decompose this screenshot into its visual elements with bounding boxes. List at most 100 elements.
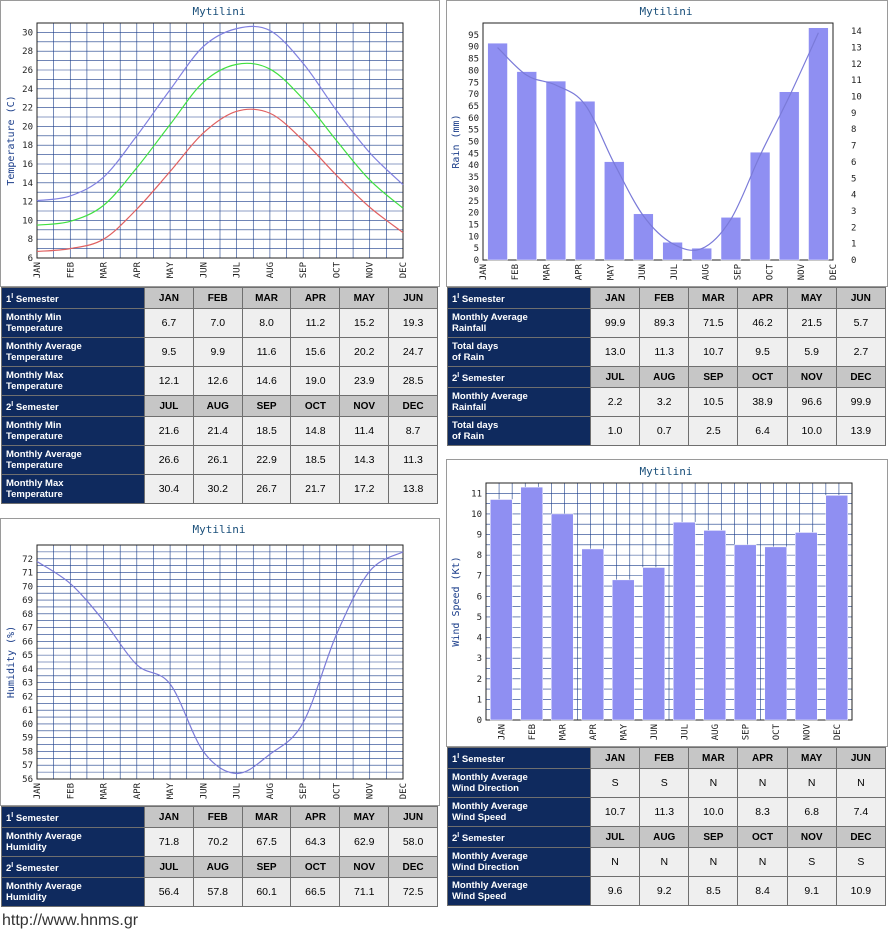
x-tick-label: SEP [734, 263, 744, 280]
table-cell: 58.0 [388, 827, 438, 857]
y-tick-label: 6 [28, 254, 33, 264]
month-header: APR [737, 287, 788, 309]
table-cell: 9.5 [144, 337, 194, 367]
y-tick-label: 68 [22, 610, 33, 620]
table-cell: N [589, 847, 641, 877]
semester-header-row: 1I Semester JAN FEB MAR APR MAY JUN [447, 747, 887, 769]
table-cell: 10.7 [589, 797, 641, 827]
chart-title: Mytilini [640, 465, 693, 478]
y-tick-label: 65 [22, 651, 33, 661]
row-label-line2: Temperature [6, 381, 63, 392]
bar [490, 499, 513, 721]
table-cell: 10.9 [835, 876, 887, 906]
y-tick-label: 85 [468, 55, 479, 65]
series-line-max [36, 25, 404, 202]
table-cell: 10.0 [688, 797, 739, 827]
row-label-line1: Monthly Average [6, 449, 82, 460]
y-tick-label: 6 [477, 592, 482, 602]
y-tick-label: 20 [22, 122, 33, 132]
row-label-line2: Wind Speed [452, 812, 507, 823]
month-header: SEP [688, 366, 739, 388]
x-tick-label: JUN [199, 262, 209, 278]
table-cell: 19.3 [388, 308, 438, 338]
row-label: Monthly Average Temperature [1, 445, 145, 475]
row-label-line2: Temperature [6, 323, 63, 334]
x-tick-label: SEP [299, 261, 309, 278]
y-tick-label: 30 [468, 185, 479, 195]
semester-label: 1I Semester [1, 287, 145, 309]
semester-number: 2 [6, 402, 12, 414]
bar [642, 567, 665, 721]
y2-tick-label: 4 [851, 191, 856, 201]
month-header: MAR [688, 287, 739, 309]
y-tick-label: 10 [471, 510, 482, 520]
row-label-line1: Monthly Average [452, 312, 528, 323]
y-tick-label: 7 [477, 572, 482, 582]
month-header: OCT [737, 366, 788, 388]
table-cell: 1.0 [589, 416, 641, 446]
y-axis-label: Wind Speed (Kt) [451, 556, 462, 646]
x-tick-label: DEC [833, 724, 843, 740]
y2-tick-label: 13 [851, 44, 862, 54]
semester-label: 1I Semester [447, 747, 591, 769]
month-header: MAR [241, 806, 292, 828]
x-tick-label: FEB [66, 262, 76, 278]
y-axis-label: Temperature (C) [6, 95, 17, 185]
footer-url[interactable]: http://www.hnms.gr [2, 912, 139, 929]
month-header: NOV [786, 826, 837, 848]
table-row: Monthly Average Humidity 56.4 57.8 60.1 66.5 7… [1, 877, 438, 907]
bar [673, 521, 696, 721]
semester-label: 2I Semester [1, 395, 145, 417]
month-header: OCT [737, 826, 788, 848]
row-label: Monthly Average Wind Speed [447, 797, 591, 827]
y-tick-label: 75 [468, 78, 479, 88]
semester-superscript: I [11, 811, 14, 819]
table-cell: 22.9 [241, 445, 292, 475]
x-tick-label: MAY [606, 263, 616, 280]
table-cell: 10.5 [688, 387, 739, 417]
semester-number: 2 [452, 373, 458, 385]
table-cell: 5.7 [835, 308, 887, 338]
month-header: NOV [786, 366, 837, 388]
month-header: DEC [835, 366, 887, 388]
humidity-chart-panel: Mytilini 56 57 58 59 60 61 62 63 64 65 66 67 68 69 70 71… [0, 518, 440, 806]
y-tick-label: 2 [477, 675, 482, 685]
row-label-line1: Monthly Average [452, 772, 528, 783]
x-tick-label: OCT [765, 263, 775, 280]
month-header: JUN [835, 287, 887, 309]
table-cell: 14.6 [241, 366, 292, 396]
row-label: Total days of Rain [447, 337, 591, 367]
y-tick-label: 4 [477, 634, 482, 644]
y2-tick-label: 14 [851, 27, 862, 37]
semester-number: 2 [6, 863, 12, 875]
y-tick-label: 26 [22, 66, 33, 76]
y-tick-label: 64 [22, 665, 33, 675]
table-row: Monthly Average Rainfall 99.9 89.3 71.5 46.2 2… [447, 308, 887, 338]
bar [795, 532, 818, 721]
month-header: JAN [589, 747, 641, 769]
bar [545, 80, 567, 261]
bar [764, 546, 787, 721]
table-cell: 18.5 [241, 416, 292, 446]
y-tick-label: 5 [477, 613, 482, 623]
table-cell: N [688, 847, 739, 877]
table-cell: 10.7 [688, 337, 739, 367]
month-header: JUN [388, 287, 438, 309]
table-row: Monthly Average Temperature 9.5 9.9 11.6 15.6… [1, 337, 438, 367]
table-cell: 7.0 [192, 308, 243, 338]
month-header: APR [290, 806, 341, 828]
table-cell: 6.7 [144, 308, 194, 338]
bar [487, 42, 508, 261]
y-tick-label: 80 [468, 66, 479, 76]
row-label-line1: Monthly Max [6, 478, 64, 489]
x-tick-label: FEB [528, 724, 538, 740]
row-label-line1: Monthly Max [6, 370, 64, 381]
x-tick-label: JUN [650, 724, 660, 740]
row-label: Monthly Average Wind Speed [447, 876, 591, 906]
table-cell: 2.5 [688, 416, 739, 446]
bar [749, 151, 771, 261]
table-cell: 67.5 [241, 827, 292, 857]
table-cell: 6.4 [737, 416, 788, 446]
y-tick-label: 70 [22, 582, 33, 592]
plot-frame [485, 482, 853, 721]
